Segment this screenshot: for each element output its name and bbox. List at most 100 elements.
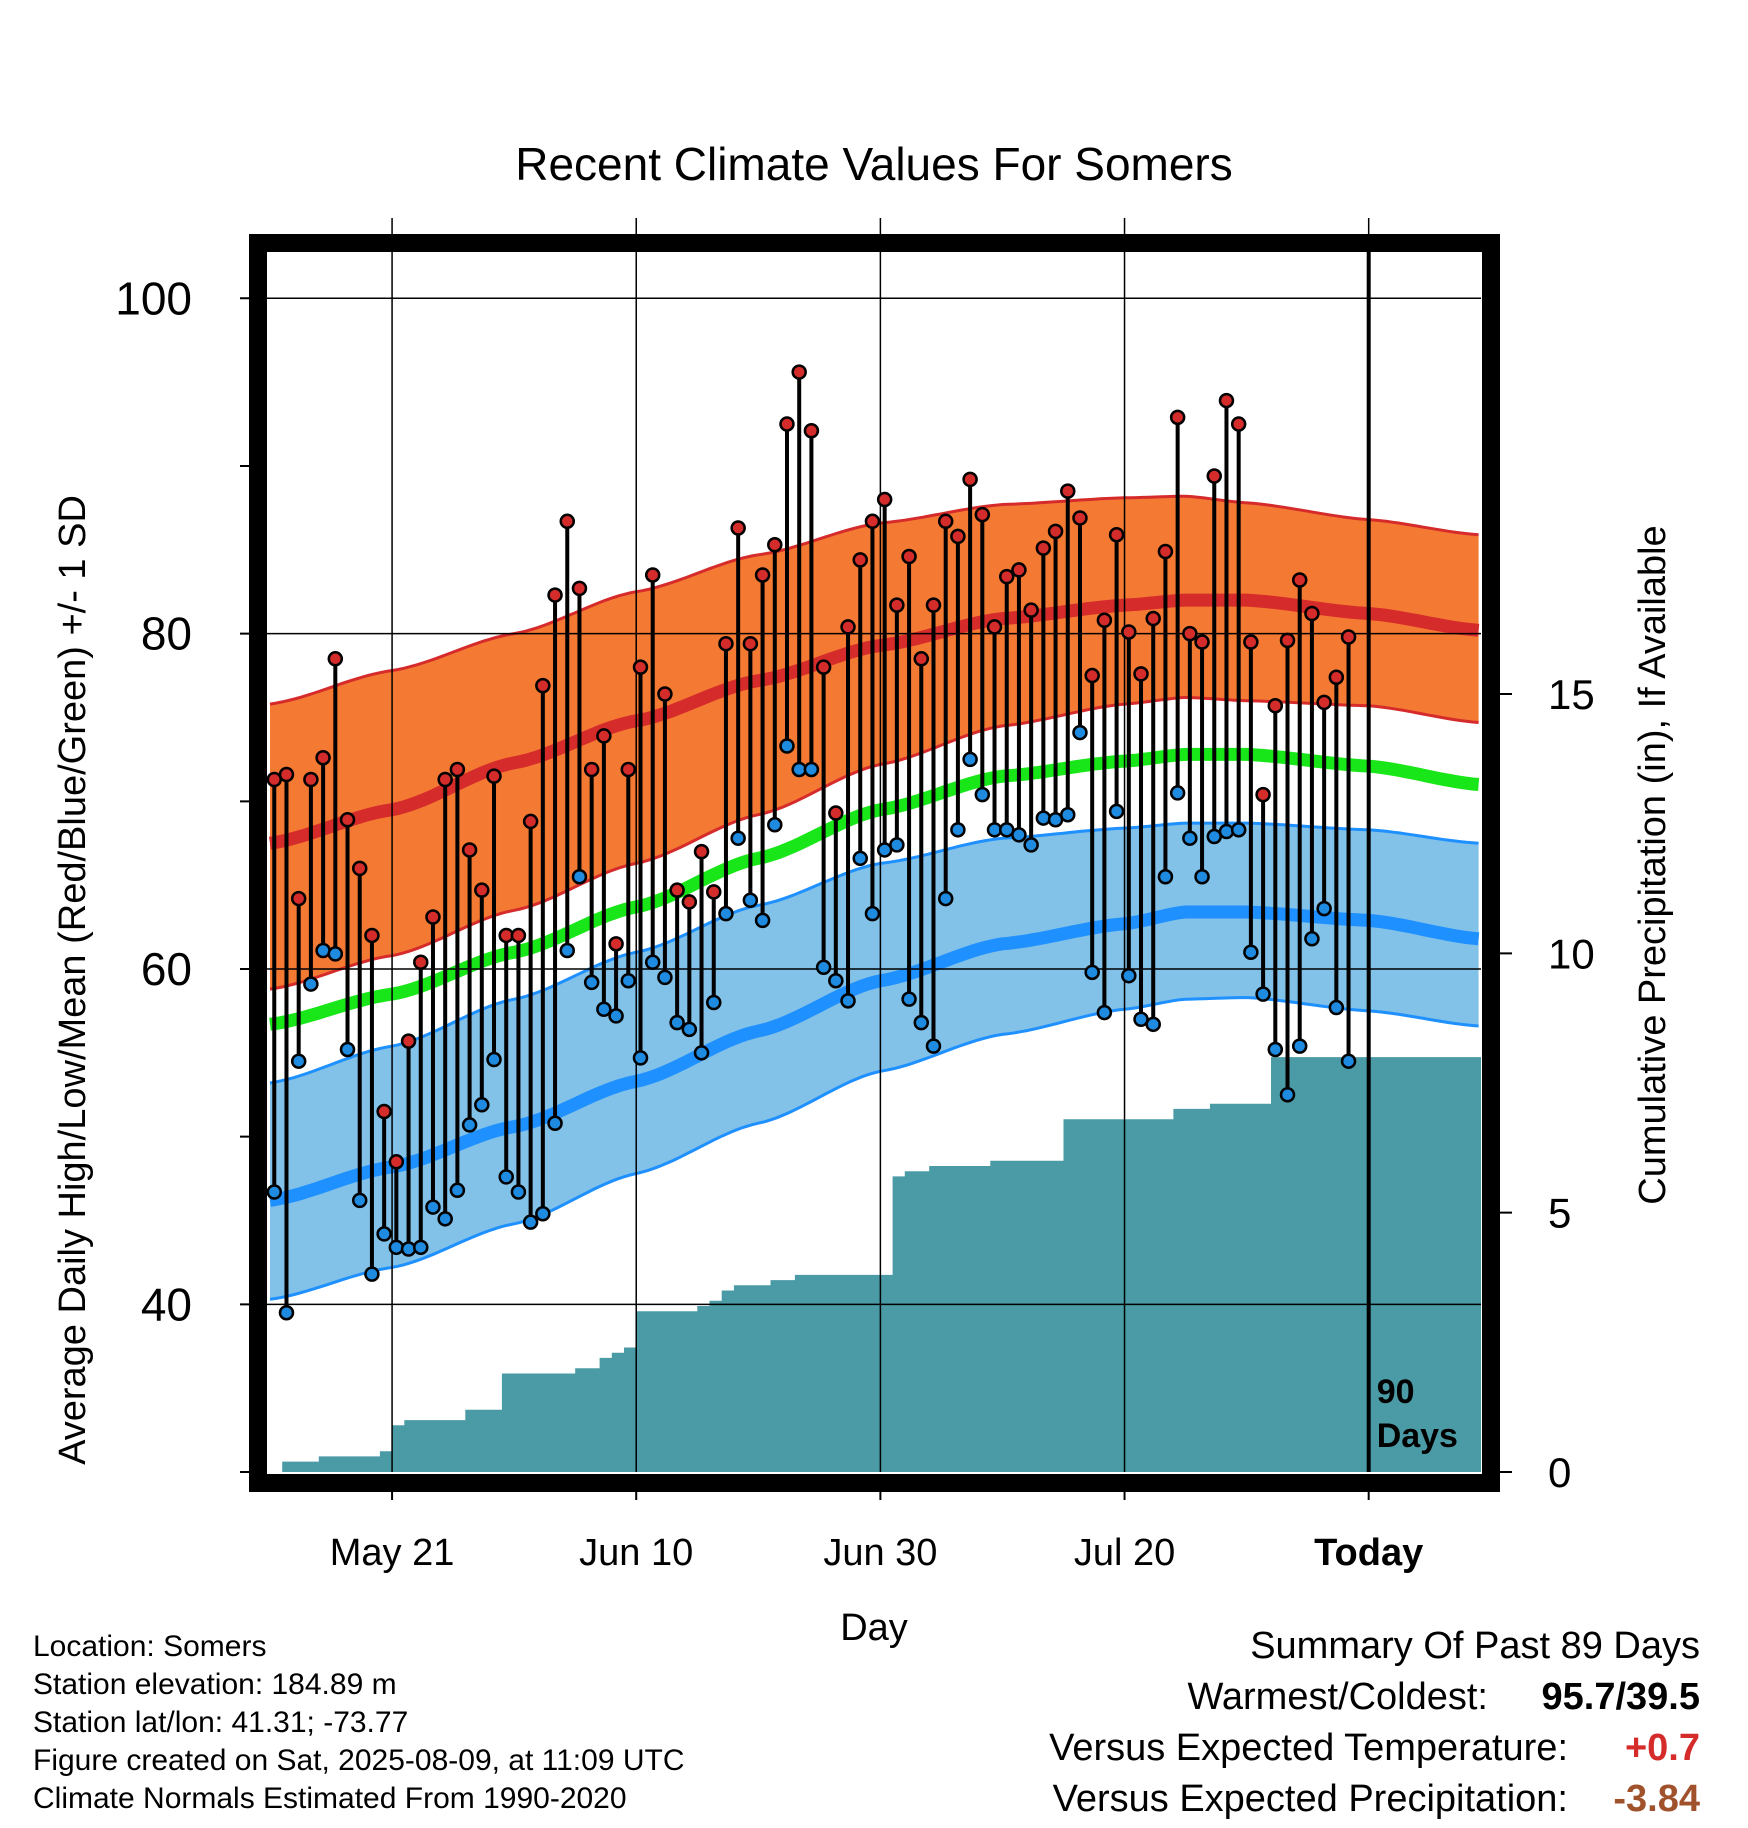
daily-high-point	[1279, 632, 1296, 649]
daily-low-point	[925, 1038, 942, 1054]
daily-high-point	[730, 520, 746, 536]
daily-low-point	[828, 972, 844, 989]
daily-high-point	[620, 761, 637, 778]
daily-low-point	[400, 1241, 417, 1257]
daily-low-point	[718, 905, 734, 922]
daily-low-point	[413, 1239, 429, 1256]
daily-low-point	[705, 994, 722, 1011]
daily-low-point	[767, 817, 783, 833]
daily-low-point	[620, 972, 637, 989]
temp-label: Versus Expected Temperature:	[1049, 1727, 1568, 1769]
daily-high-point	[1169, 409, 1186, 426]
chart-title: Recent Climate Values For Somers	[515, 138, 1233, 190]
daily-low-point	[1255, 986, 1271, 1002]
daily-low-point	[1230, 822, 1247, 838]
today-days-label: 90 Days	[1377, 1373, 1458, 1455]
daily-low-point	[266, 1184, 283, 1200]
daily-high-point	[522, 813, 539, 830]
daily-low-point	[693, 1045, 710, 1061]
x-tick-label: Jun 10	[579, 1532, 693, 1574]
y2-tick-label: 10	[1548, 930, 1595, 977]
y-tick-label: 100	[115, 272, 192, 324]
daily-low-point	[339, 1041, 356, 1058]
daily-low-point	[754, 912, 771, 929]
daily-low-point	[1084, 964, 1100, 981]
precipitation-area	[270, 1057, 1481, 1472]
daily-low-point	[1304, 931, 1320, 947]
daily-high-point	[693, 843, 710, 860]
daily-high-point	[437, 771, 453, 788]
daily-high-point	[425, 909, 441, 925]
daily-low-point	[1194, 869, 1210, 885]
daily-high-point	[876, 491, 893, 508]
daily-high-point	[1267, 697, 1284, 714]
daily-low-point	[437, 1211, 453, 1227]
daily-high-point	[1035, 540, 1052, 556]
daily-low-point	[559, 942, 576, 959]
daily-high-point	[1316, 694, 1332, 711]
daily-high-point	[1243, 634, 1259, 650]
y2-axis-label: Cumulative Precipitation (in), If Availa…	[1632, 525, 1674, 1204]
daily-high-point	[889, 597, 905, 613]
daily-low-point	[596, 1001, 612, 1017]
daily-high-point	[1084, 667, 1100, 684]
daily-high-point	[998, 568, 1015, 585]
daily-low-point	[1060, 806, 1076, 823]
daily-low-point	[1108, 803, 1125, 820]
daily-high-point	[1230, 416, 1247, 432]
info-latlon: Station lat/lon: 41.31; -73.77	[33, 1706, 409, 1739]
daily-low-point	[657, 969, 673, 986]
daily-high-point	[327, 651, 344, 667]
daily-low-point	[852, 850, 868, 867]
daily-low-point	[1243, 944, 1259, 960]
daily-high-point	[547, 587, 563, 603]
daily-low-point	[278, 1304, 295, 1321]
info-created: Figure created on Sat, 2025-08-09, at 11…	[33, 1744, 685, 1777]
info-location: Location: Somers	[33, 1630, 267, 1663]
y-axis-label: Average Daily High/Low/Mean (Red/Blue/Gr…	[52, 495, 94, 1465]
daily-high-point	[1206, 468, 1223, 484]
daily-high-point	[657, 686, 673, 702]
low-sd-band	[270, 823, 1479, 1300]
daily-low-point	[937, 890, 954, 907]
daily-high-point	[1133, 666, 1149, 682]
daily-high-point	[461, 842, 478, 858]
daily-high-point	[644, 567, 661, 583]
daily-high-point	[510, 927, 527, 944]
daily-low-point	[425, 1199, 441, 1215]
daily-low-point	[681, 1021, 698, 1038]
daily-low-point	[742, 892, 759, 908]
daily-high-point	[974, 506, 991, 523]
x-tick-label: Jun 30	[823, 1532, 937, 1574]
plot-border	[249, 234, 1500, 1492]
daily-high-point	[303, 771, 319, 788]
daily-high-point	[1255, 786, 1271, 803]
daily-low-point	[815, 959, 832, 976]
daily-high-point	[986, 619, 1003, 635]
daily-low-point	[486, 1051, 502, 1068]
y2-tick-label: 15	[1548, 671, 1595, 718]
daily-high-point	[351, 860, 368, 877]
x-axis-label: Day	[840, 1607, 908, 1649]
daily-low-point	[303, 976, 319, 992]
daily-low-point	[449, 1182, 466, 1199]
daily-high-point	[474, 882, 490, 898]
daily-high-point	[1108, 526, 1125, 543]
daily-low-point	[1145, 1016, 1161, 1033]
daily-high-point	[1145, 610, 1161, 627]
today-days-label-part: 90	[1377, 1373, 1415, 1411]
daily-low-point	[315, 942, 331, 959]
daily-low-point	[950, 822, 966, 838]
daily-high-point	[1072, 510, 1088, 526]
precip-label: Versus Expected Precipitation:	[1052, 1778, 1568, 1820]
daily-low-point	[669, 1014, 685, 1031]
daily-high-point	[486, 768, 502, 784]
daily-low-point	[779, 738, 795, 754]
daily-low-point	[571, 869, 588, 885]
daily-low-point	[608, 1008, 624, 1024]
daily-high-point	[1011, 562, 1027, 578]
daily-low-point	[327, 946, 344, 962]
daily-low-point	[889, 837, 905, 853]
daily-high-point	[864, 513, 881, 530]
daily-high-point	[840, 619, 856, 635]
